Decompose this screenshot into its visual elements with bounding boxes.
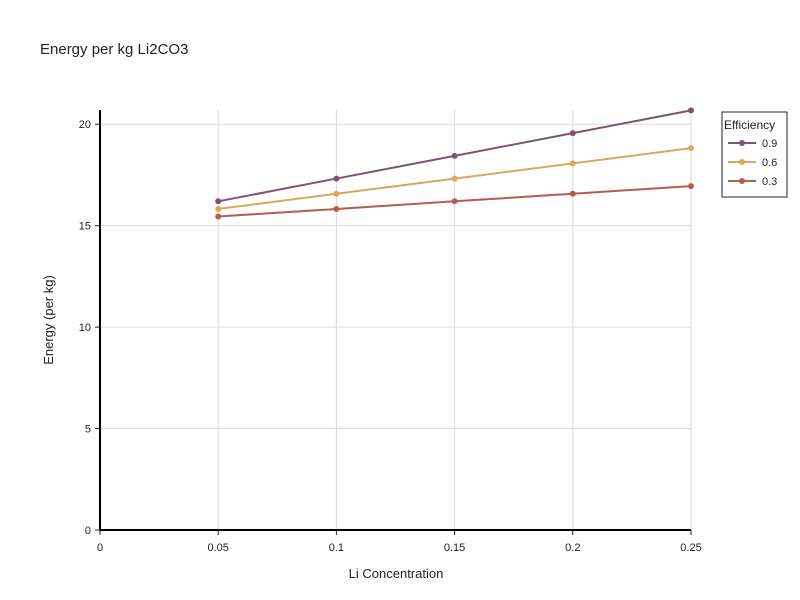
data-point <box>215 198 222 205</box>
axes <box>95 110 692 535</box>
x-tick-label: 0.05 <box>207 542 228 554</box>
data-point <box>215 206 222 213</box>
grid <box>100 110 692 530</box>
data-point <box>451 198 458 205</box>
data-point <box>688 183 694 190</box>
data-point <box>569 130 576 137</box>
data-point <box>451 175 458 182</box>
x-tick-label: 0.15 <box>444 542 465 554</box>
y-tick-label: 10 <box>79 322 91 334</box>
legend-swatch-marker <box>739 140 745 146</box>
legend-title: Efficiency <box>724 118 775 132</box>
x-tick-label: 0.1 <box>329 542 344 554</box>
chart-title: Energy per kg Li2CO3 <box>40 41 188 58</box>
x-tick-label: 0.25 <box>680 542 701 554</box>
x-axis-label: Li Concentration <box>349 566 444 581</box>
legend-label: 0.3 <box>762 176 777 188</box>
legend-box <box>721 111 788 198</box>
y-tick-label: 15 <box>79 221 91 233</box>
legend-swatch-marker <box>739 178 745 184</box>
series-lines <box>215 107 694 220</box>
y-tick-label: 0 <box>85 525 91 537</box>
data-point <box>333 206 340 213</box>
data-point <box>333 175 340 182</box>
data-point <box>215 213 222 220</box>
legend-swatch-marker <box>739 159 745 165</box>
data-point <box>333 190 340 197</box>
data-point <box>569 190 576 197</box>
data-point <box>688 145 694 152</box>
data-point <box>569 160 576 167</box>
y-tick-label: 20 <box>79 119 91 131</box>
legend-label: 0.6 <box>762 157 777 169</box>
y-tick-label: 5 <box>85 424 91 436</box>
data-point <box>451 152 458 159</box>
x-tick-label: 0.2 <box>565 542 580 554</box>
tick-labels: 0 0.05 0.1 0.15 0.2 0.25 0 5 10 15 20 <box>79 119 702 554</box>
x-tick-label: 0 <box>97 542 103 554</box>
y-axis-label: Energy (per kg) <box>41 275 56 365</box>
legend-label: 0.9 <box>762 138 777 150</box>
data-point <box>688 107 694 114</box>
legend: Efficiency 0.9 0.6 0.3 <box>721 111 788 198</box>
